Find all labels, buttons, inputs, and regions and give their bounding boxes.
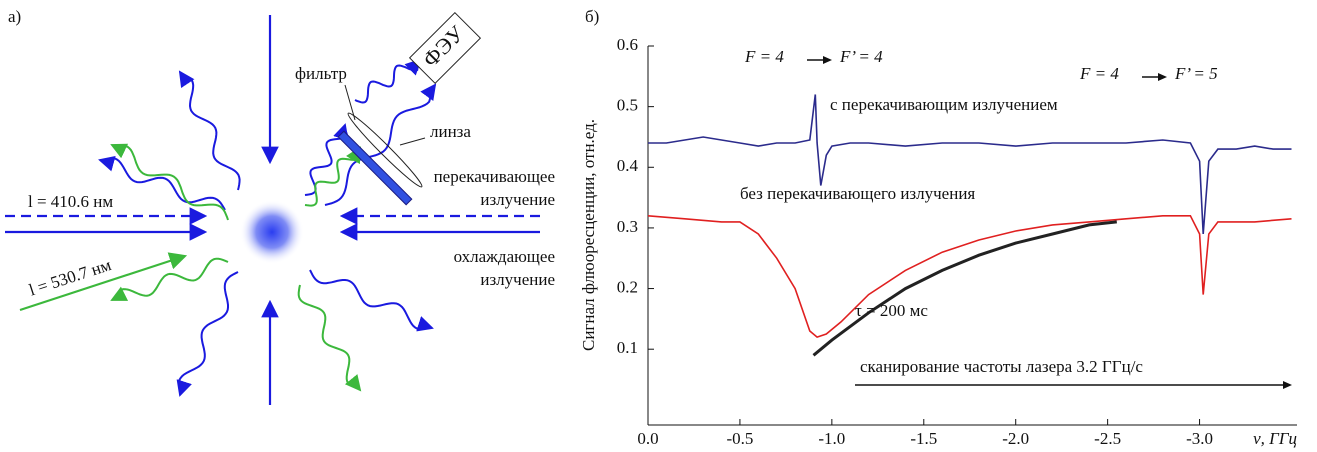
x-tick-label: -3.0 bbox=[1186, 429, 1213, 448]
annotation: F’ = 5 bbox=[1174, 64, 1218, 83]
wave bbox=[354, 58, 422, 104]
wave bbox=[304, 146, 362, 207]
filter-label: фильтр bbox=[295, 64, 347, 83]
fluorescence-waves bbox=[98, 58, 437, 397]
lens bbox=[347, 112, 423, 188]
atom-cloud bbox=[240, 200, 304, 264]
annotation: F = 4 bbox=[744, 47, 784, 66]
leader bbox=[399, 137, 426, 146]
green-beam bbox=[19, 252, 188, 312]
annotation: без перекачивающего излучения bbox=[740, 184, 975, 203]
wave bbox=[309, 269, 434, 332]
wavelength-label: l = 410.6 нм bbox=[28, 192, 113, 211]
x-tick-label: -0.5 bbox=[726, 429, 753, 448]
wave bbox=[178, 70, 241, 191]
pmt: ФЭУ bbox=[408, 11, 482, 85]
x-axis-label: ν, ГГц bbox=[1253, 429, 1297, 448]
annotation: сканирование частоты лазера 3.2 ГГц/с bbox=[860, 357, 1143, 376]
wave bbox=[324, 83, 437, 206]
panel-label: а) bbox=[8, 7, 21, 26]
wave bbox=[110, 143, 229, 221]
annotation: F’ = 4 bbox=[839, 47, 883, 66]
leader bbox=[344, 84, 356, 121]
x-tick-label: -1.0 bbox=[818, 429, 845, 448]
annotation: τ = 200 мс bbox=[855, 301, 928, 320]
filter bbox=[337, 130, 413, 206]
diagram: а) ФЭУ фильтр линза перекачивающее излуч… bbox=[5, 7, 555, 405]
y-tick-label: 0.4 bbox=[617, 156, 639, 175]
annotation: F = 4 bbox=[1079, 64, 1119, 83]
x-tick-label: -1.5 bbox=[910, 429, 937, 448]
chart: б) 0.1 0.2 0.3 0.4 0.5 0.6 0.0 -0.5 -1.0 -1.5 -2.0 -… bbox=[579, 7, 1297, 448]
x-tick-label: 0.0 bbox=[637, 429, 658, 448]
wave bbox=[297, 284, 362, 392]
x-tick-label: -2.0 bbox=[1002, 429, 1029, 448]
series-line bbox=[647, 215, 1292, 339]
series-line bbox=[812, 220, 1117, 357]
cooling-label: излучение bbox=[480, 270, 555, 289]
lens-label: линза bbox=[430, 122, 471, 141]
y-tick-label: 0.6 bbox=[617, 35, 638, 54]
x-tick-label: -2.5 bbox=[1094, 429, 1121, 448]
cooling-label: охлаждающее bbox=[454, 247, 555, 266]
laser-beams bbox=[5, 15, 540, 405]
repump-label: излучение bbox=[480, 190, 555, 209]
arrow-head bbox=[1283, 381, 1292, 389]
wave bbox=[110, 257, 229, 301]
y-axis-label: Сигнал флюоресценции, отн.ед. bbox=[579, 119, 598, 351]
panel-label: б) bbox=[585, 7, 599, 26]
y-tick-label: 0.5 bbox=[617, 96, 638, 115]
annotation: с перекачивающим излучением bbox=[830, 95, 1058, 114]
y-tick-label: 0.3 bbox=[617, 217, 638, 236]
y-tick-label: 0.2 bbox=[617, 277, 638, 296]
wave bbox=[176, 271, 239, 397]
repump-label: перекачивающее bbox=[434, 167, 555, 186]
wave bbox=[98, 155, 226, 211]
arrow-head bbox=[1158, 73, 1167, 81]
y-tick-label: 0.1 bbox=[617, 338, 638, 357]
arrow-head bbox=[823, 56, 832, 64]
series-line bbox=[648, 94, 1292, 235]
